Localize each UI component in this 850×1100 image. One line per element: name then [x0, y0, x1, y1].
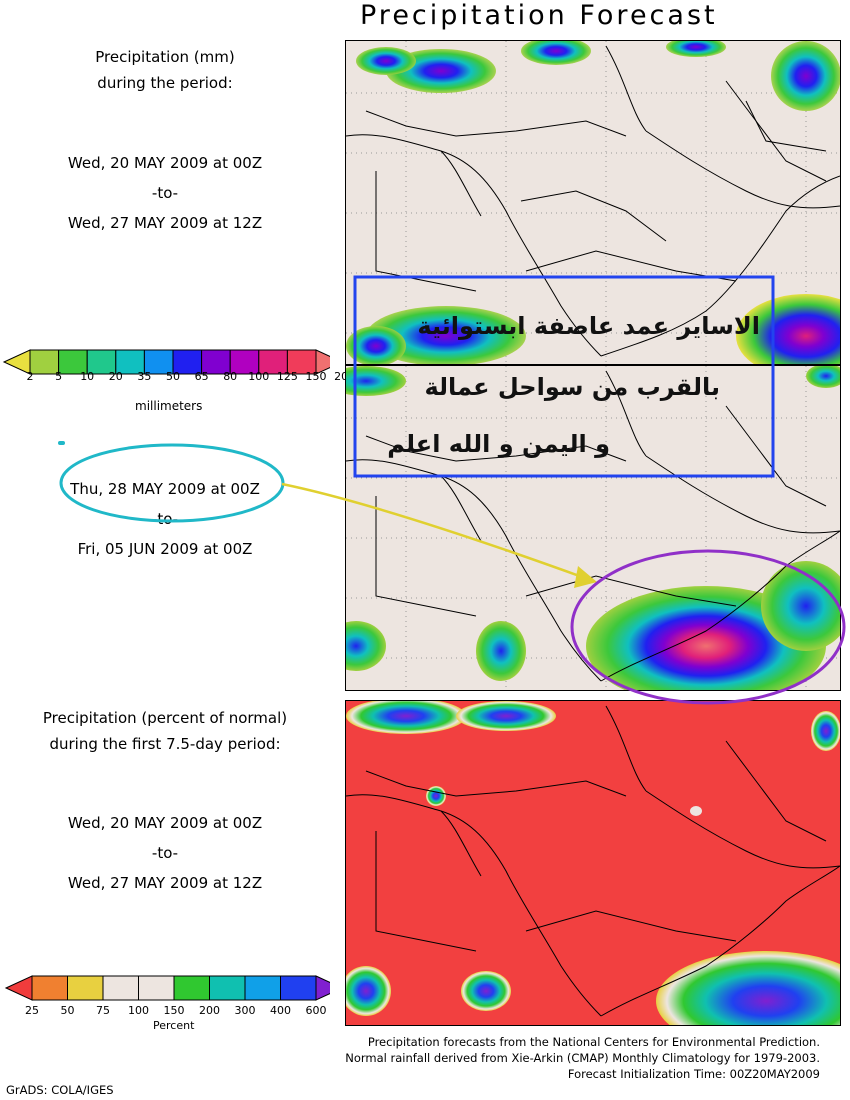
- annotation-line1: الاساير عمد عاصفة ابستوائية: [417, 312, 760, 340]
- highlight-circle-storm: [570, 549, 846, 705]
- highlight-circle-date: [59, 443, 285, 523]
- legend-tick-label: 300: [234, 1004, 256, 1017]
- legend-tick-label: 25: [25, 1004, 39, 1017]
- arrow-head: [574, 566, 597, 588]
- panel3-heading-line2: during the first 7.5-day period:: [49, 735, 281, 753]
- panel3-heading-line1: Precipitation (percent of normal): [42, 709, 288, 727]
- credits-line1: Precipitation forecasts from the Nationa…: [367, 1035, 820, 1049]
- legend-mm-ticks: 25102035506580100125150200: [0, 370, 356, 386]
- page-title: Precipitation Forecast: [360, 0, 718, 31]
- panel1-period: Wed, 20 MAY 2009 at 00Z -to- Wed, 27 MAY…: [15, 148, 315, 238]
- panel3-start-date: Wed, 20 MAY 2009 at 00Z: [67, 814, 263, 832]
- legend-tick-label: 150: [305, 370, 327, 383]
- map-percent-svg: [346, 701, 840, 1025]
- legend-tick-label: 2: [26, 370, 34, 383]
- panel2-end-date: Fri, 05 JUN 2009 at 00Z: [77, 540, 253, 558]
- legend-tick-label: 5: [55, 370, 63, 383]
- credits-line2: Normal rainfall derived from Xie-Arkin (…: [345, 1051, 820, 1065]
- panel1-start-date: Wed, 20 MAY 2009 at 00Z: [67, 154, 263, 172]
- credits-line3: Forecast Initialization Time: 00Z20MAY20…: [567, 1067, 820, 1081]
- panel2-period: Thu, 28 MAY 2009 at 00Z -to- Fri, 05 JUN…: [15, 474, 315, 564]
- map-panel-percent-normal: [345, 700, 841, 1026]
- legend-tick-label: 400: [270, 1004, 291, 1017]
- legend-tick-label: 150: [163, 1004, 185, 1017]
- legend-mm-unit: millimeters: [135, 399, 203, 413]
- panel2-start-date: Thu, 28 MAY 2009 at 00Z: [70, 480, 260, 498]
- legend-swatch: [115, 349, 145, 375]
- legend-tick-label: 600: [305, 1004, 327, 1017]
- legend-tick-label: 80: [223, 370, 238, 383]
- legend-mm: [2, 349, 330, 375]
- legend-swatch: [173, 975, 210, 1001]
- map-panel-week1: [345, 40, 841, 365]
- panel1-heading-line2: during the period:: [97, 74, 233, 92]
- panel1-heading: Precipitation (mm) during the period:: [40, 44, 290, 96]
- legend-swatch: [67, 975, 104, 1001]
- legend-swatch: [229, 349, 260, 375]
- footer-grads: GrADS: COLA/IGES: [6, 1083, 114, 1097]
- panel1-end-date: Wed, 27 MAY 2009 at 12Z: [67, 214, 263, 232]
- legend-swatch: [286, 349, 317, 375]
- legend-swatch: [58, 349, 88, 375]
- annotation-line3: و اليمن و الله اعلم: [387, 430, 610, 458]
- legend-tick-label: 50: [60, 1004, 75, 1017]
- legend-tick-label: 75: [96, 1004, 110, 1017]
- annotation-arrow: [281, 482, 586, 580]
- legend-swatch: [143, 349, 174, 375]
- annotation-line2: بالقرب من سواحل عمالة: [424, 373, 720, 401]
- legend-percent-ticks: 25 50 75 100 150 200 300 400 600: [0, 1004, 340, 1020]
- panel3-period: Wed, 20 MAY 2009 at 00Z -to- Wed, 27 MAY…: [15, 808, 315, 898]
- panel3-end-date: Wed, 27 MAY 2009 at 12Z: [67, 874, 263, 892]
- panel1-heading-line1: Precipitation (mm): [95, 48, 235, 66]
- legend-swatch: [31, 975, 68, 1001]
- map-panel-week2: [345, 365, 841, 691]
- legend-percent-unit: Percent: [153, 1019, 195, 1032]
- legend-tick-label: 100: [128, 1004, 149, 1017]
- map-week2-svg: [346, 366, 840, 690]
- legend-swatch: [315, 975, 330, 1001]
- legend-tick-label: 65: [194, 370, 209, 383]
- legend-swatch: [315, 349, 330, 375]
- legend-swatch: [172, 349, 203, 375]
- legend-swatch: [86, 349, 117, 375]
- annotation-box: [353, 275, 775, 478]
- legend-swatch: [258, 349, 288, 375]
- legend-tick-label: 35: [137, 370, 152, 383]
- panel3-to: -to-: [151, 844, 179, 862]
- map-week1-svg: [346, 41, 840, 364]
- legend-swatch: [102, 975, 139, 1001]
- legend-tick-label: 200: [199, 1004, 220, 1017]
- legend-tick-label: 100: [248, 370, 270, 383]
- legend-swatch: [138, 975, 175, 1001]
- panel3-heading: Precipitation (percent of normal) during…: [15, 705, 315, 757]
- legend-swatch: [29, 349, 60, 375]
- panel2-to: -to-: [151, 510, 179, 528]
- legend-tick-label: 50: [166, 370, 180, 383]
- legend-swatch: [280, 975, 317, 1001]
- legend-tick-label: 125: [276, 370, 298, 383]
- legend-percent: [4, 975, 330, 1001]
- legend-tick-label: 10: [80, 370, 95, 383]
- legend-tick-label: 20: [108, 370, 123, 383]
- panel1-to: -to-: [151, 184, 179, 202]
- cyan-mark: [58, 441, 65, 445]
- credits: Precipitation forecasts from the Nationa…: [345, 1034, 820, 1082]
